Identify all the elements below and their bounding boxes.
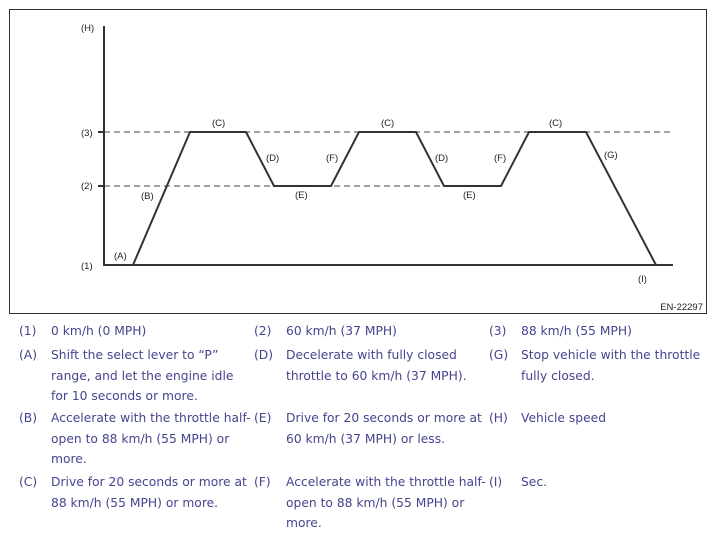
segment-label: (C) <box>212 118 225 129</box>
legend-text: 88 km/h (55 MPH) <box>521 324 632 338</box>
legend-key: (D) <box>254 348 274 362</box>
segment-label: (D) <box>435 153 448 164</box>
legend-key: (A) <box>19 348 38 362</box>
legend-text: 60 km/h (37 MPH) <box>286 324 397 338</box>
speed-profile-line <box>104 131 657 266</box>
x-axis-label: (I) <box>638 274 647 285</box>
level-label-1: (1) <box>81 261 93 272</box>
legend-key: (E) <box>254 411 272 425</box>
segment-label: (B) <box>141 191 154 202</box>
legend-text: Drive for 20 seconds or more at 88 km/h … <box>51 475 247 510</box>
legend-key: (G) <box>489 348 509 362</box>
legend-text: Sec. <box>521 475 548 489</box>
segment-label: (D) <box>266 153 279 164</box>
diagram-frame <box>9 9 707 314</box>
legend-text: Accelerate with the throttle half-open t… <box>51 411 251 467</box>
segment-label: (F) <box>326 153 338 164</box>
segment-label: (A) <box>114 251 127 262</box>
legend-text: Shift the select lever to “P” range, and… <box>51 348 234 404</box>
level-label-3: (3) <box>81 128 93 139</box>
legend-key: (C) <box>19 475 38 489</box>
legend-text: Decelerate with fully closed throttle to… <box>286 348 467 383</box>
segment-label: (F) <box>494 153 506 164</box>
legend-key: (B) <box>19 411 38 425</box>
axes <box>103 26 673 266</box>
segment-label: (E) <box>295 190 308 201</box>
segment-label: (C) <box>549 118 562 129</box>
legend-key: (I) <box>489 475 503 489</box>
legend-key: (3) <box>489 324 507 338</box>
legend-key: (2) <box>254 324 272 338</box>
legend-text: Accelerate with the throttle half-open t… <box>286 475 486 531</box>
segment-label: (E) <box>463 190 476 201</box>
y-axis-label: (H) <box>81 23 94 34</box>
legend-key: (F) <box>254 475 271 489</box>
legend-text: Vehicle speed <box>521 411 607 425</box>
speed-profile-diagram: (H) (3) (2) (1) (A) (B) (C) (D) (E) (F) … <box>9 9 707 314</box>
legend-text: 0 km/h (0 MPH) <box>51 324 147 338</box>
legend-key: (1) <box>19 324 37 338</box>
figure-code: EN-22297 <box>660 302 703 313</box>
legend-text: Stop vehicle with the throttle fully clo… <box>521 348 701 383</box>
level-label-2: (2) <box>81 181 93 192</box>
segment-label: (C) <box>381 118 394 129</box>
legend-key: (H) <box>489 411 508 425</box>
legend-text: Drive for 20 seconds or more at 60 km/h … <box>286 411 482 446</box>
segment-label: (G) <box>604 150 618 161</box>
